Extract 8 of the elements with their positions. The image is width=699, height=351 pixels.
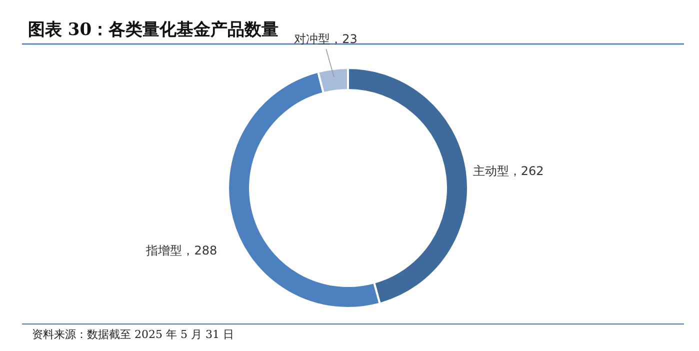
data-label: ，23 — [330, 32, 358, 46]
chart-title: 图表 30：各类量化基金产品数量 — [28, 20, 279, 40]
slice-label: 对冲型 — [294, 32, 330, 46]
data-label: ，262 — [508, 164, 544, 178]
slice-label: 主动型 — [472, 164, 509, 178]
slice-label: 指增型 — [145, 243, 182, 258]
text: 资料来源：数据截至 2025 年 5 月 31 日 — [32, 328, 234, 341]
data-label: ，288 — [182, 243, 218, 258]
